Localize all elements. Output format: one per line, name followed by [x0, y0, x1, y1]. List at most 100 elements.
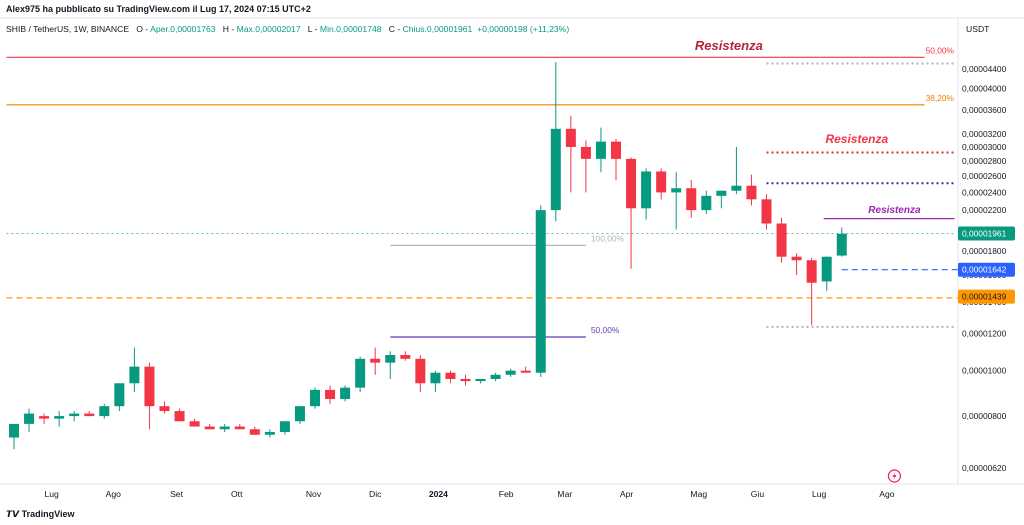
candle-body	[340, 387, 351, 400]
candle-body	[385, 354, 396, 363]
published-bar: Alex975 ha pubblicato su TradingView.com…	[0, 0, 1024, 18]
tradingview-footer: 𝙏𝙑 TradingView	[6, 509, 74, 520]
candle-body	[159, 406, 170, 412]
candle-body	[204, 426, 215, 430]
candle-body	[716, 190, 727, 196]
last-price-label: 0,00001961	[962, 229, 1007, 239]
x-tick-label: Mag	[690, 489, 707, 499]
candle-body	[821, 256, 832, 282]
candle-body	[686, 188, 697, 211]
y-tick-label: 0,00001200	[962, 329, 1007, 339]
y-tick-label: 0,00003200	[962, 129, 1007, 139]
candle-body	[325, 389, 336, 400]
orange-level-label-bg	[958, 289, 1015, 304]
x-tick-label: Feb	[499, 489, 514, 499]
x-tick-label: Dic	[369, 489, 382, 499]
candle-body	[264, 431, 275, 435]
lightning-bolt-icon	[892, 472, 897, 480]
symbol-legend: SHIB / TetherUS, 1W, BINANCE O - Aper.0,…	[6, 24, 570, 34]
candle-body	[806, 260, 817, 283]
y-tick-label: 0,00001000	[962, 366, 1007, 376]
y-tick-label: 0,00002600	[962, 171, 1007, 181]
y-tick-label: 0,00002200	[962, 205, 1007, 215]
candle-body	[580, 146, 591, 159]
close-letter: C	[388, 24, 395, 34]
candle-body	[144, 366, 155, 407]
last-price-label-bg	[958, 226, 1015, 241]
currency-label[interactable]: USDT	[966, 24, 990, 34]
candle-body	[641, 171, 652, 209]
x-tick-label: Ott	[231, 489, 243, 499]
candle-body	[400, 354, 411, 359]
candle-body	[9, 423, 19, 438]
candle-body	[99, 406, 110, 417]
y-tick-label: 0,00001800	[962, 246, 1007, 256]
orange-level-label: 0,00001439	[962, 292, 1007, 302]
candle-body	[460, 378, 471, 382]
lightning-icon	[887, 469, 902, 483]
y-tick-label: 0,00002800	[962, 156, 1007, 166]
x-tick-label: Mar	[557, 489, 572, 499]
symbol-name[interactable]: SHIB / TetherUS, 1W, BINANCE	[6, 24, 130, 34]
high-value: Max.0,00002017	[236, 24, 301, 34]
x-tick-label: Giu	[751, 489, 765, 499]
y-tick-label: 0,00000800	[962, 411, 1007, 421]
candle-body	[310, 389, 320, 407]
candle-body	[505, 370, 516, 375]
candle-body	[39, 416, 50, 419]
low-letter: L	[307, 24, 313, 34]
x-tick-label: Ago	[879, 489, 895, 499]
candle-body	[746, 185, 757, 200]
candle-body	[535, 210, 546, 373]
resistenza-1: Resistenza	[695, 38, 763, 53]
candle-body	[430, 372, 441, 384]
candle-body	[776, 223, 787, 257]
resistenza-2: Resistenza	[825, 132, 888, 146]
y-tick-label: 0,00004400	[962, 64, 1007, 74]
candle-body	[234, 426, 245, 430]
fib-100-label: 100,00%	[591, 233, 625, 243]
candle-body	[490, 374, 501, 379]
candle-body	[550, 128, 561, 211]
change-value: +0,00000198 (+11,23%)	[477, 24, 570, 34]
resistenza-3: Resistenza	[868, 205, 921, 216]
candle-body	[791, 256, 802, 261]
candle-body	[189, 421, 200, 427]
candle-body	[761, 199, 772, 224]
blue-level-label-bg	[958, 262, 1015, 277]
x-tick-label: Apr	[620, 489, 634, 499]
x-tick-label: Lug	[44, 489, 59, 499]
candle-body	[219, 426, 230, 430]
x-tick-label: Ago	[106, 489, 122, 499]
candle-body	[54, 416, 65, 419]
low-value: Min.0,00001748	[319, 24, 382, 34]
fib-50-label: 50,00%	[926, 45, 955, 55]
y-tick-label: 0,00003000	[962, 142, 1007, 152]
candle-body	[249, 429, 260, 435]
close-value: Chius.0,00001961	[402, 24, 473, 34]
blue-level-label: 0,00001642	[962, 265, 1007, 275]
candle-body	[626, 158, 637, 209]
candle-body	[836, 233, 847, 256]
published-text: Alex975 ha pubblicato su TradingView.com…	[6, 4, 311, 14]
candle-body	[475, 378, 486, 382]
fib-50b-label: 50,00%	[591, 325, 620, 335]
candle-body	[611, 141, 621, 159]
candle-body	[520, 370, 531, 373]
y-tick-label: 0,00000620	[962, 463, 1007, 473]
x-tick-label: Set	[170, 489, 184, 499]
candle-body	[595, 141, 606, 159]
candle-body	[129, 366, 140, 384]
candle-body	[370, 358, 381, 363]
y-tick-label: 0,00004000	[962, 83, 1007, 93]
candle-body	[355, 358, 366, 388]
open-value: Aper.0,00001763	[150, 24, 216, 34]
candle-body	[279, 421, 290, 432]
candle-body	[671, 188, 682, 193]
candle-body	[174, 411, 185, 422]
candle-body	[656, 171, 667, 193]
high-letter: H	[222, 24, 229, 34]
candle-body	[84, 413, 95, 417]
candle-body	[24, 413, 35, 424]
